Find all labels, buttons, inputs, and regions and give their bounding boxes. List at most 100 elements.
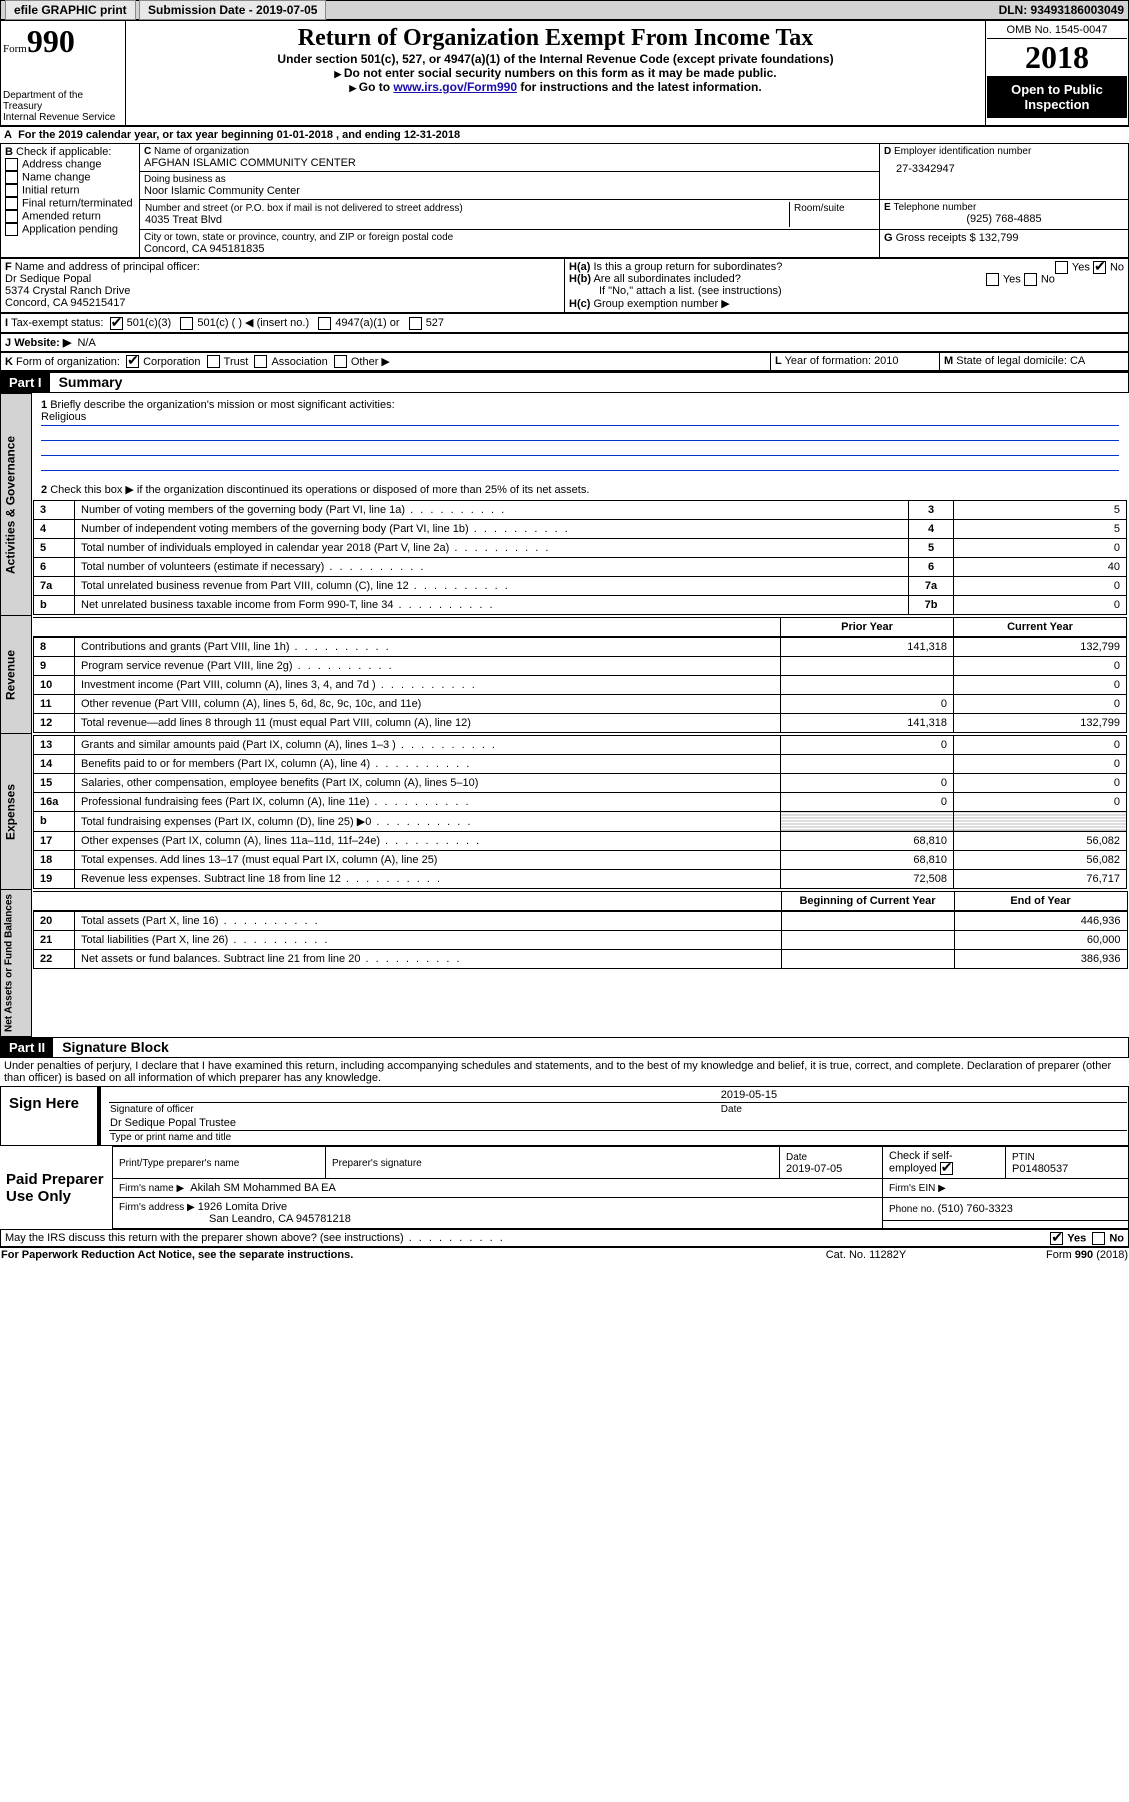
chk-501c3[interactable] [110, 317, 123, 330]
chk-final-return[interactable]: Final return/terminated [5, 197, 135, 210]
i-label: Tax-exempt status: [11, 317, 103, 329]
line-idx: 3 [909, 500, 954, 519]
chk-527[interactable] [409, 317, 422, 330]
chk-initial-return[interactable]: Initial return [5, 184, 135, 197]
gross-receipts: 132,799 [979, 232, 1019, 244]
chk-trust[interactable] [207, 355, 220, 368]
irs-label: Internal Revenue Service [3, 112, 123, 123]
l1-text: Briefly describe the organization's miss… [50, 399, 394, 411]
hb-note: If "No," attach a list. (see instruction… [569, 285, 782, 297]
hb-no[interactable] [1024, 273, 1037, 286]
d-label: Employer identification number [894, 146, 1031, 157]
g-label: Gross receipts $ [896, 232, 976, 244]
line-num: 17 [34, 831, 75, 850]
chk-corp[interactable] [126, 355, 139, 368]
dept-treasury: Department of the Treasury [3, 90, 123, 112]
dba-value: Noor Islamic Community Center [144, 185, 875, 197]
line-text: Grants and similar amounts paid (Part IX… [75, 735, 781, 754]
chk-name-change[interactable]: Name change [5, 171, 135, 184]
m-label: State of legal domicile: [956, 355, 1067, 367]
ein-value: 27-3342947 [884, 157, 1124, 175]
l2-text: Check this box ▶ if the organization dis… [50, 484, 589, 496]
line-text: Number of independent voting members of … [75, 519, 909, 538]
line-num: 15 [34, 773, 75, 792]
name-title-label: Type or print name and title [109, 1131, 1127, 1145]
line-text: Contributions and grants (Part VIII, lin… [75, 637, 781, 656]
line-idx: 6 [909, 557, 954, 576]
prep-date-label: Date [786, 1152, 807, 1163]
hc-text: Group exemption number ▶ [593, 298, 729, 310]
f-label: Name and address of principal officer: [15, 261, 200, 273]
chk-501c[interactable] [180, 317, 193, 330]
e-label: Telephone number [893, 202, 976, 213]
line-num: 8 [34, 637, 75, 656]
line-text: Other revenue (Part VIII, column (A), li… [75, 694, 781, 713]
l-label: Year of formation: [785, 355, 871, 367]
chk-application-pending[interactable]: Application pending [5, 223, 135, 236]
line-num: 4 [34, 519, 75, 538]
goto-pre: Go to [359, 80, 394, 94]
officer-name-title: Dr Sedique Popal Trustee [109, 1116, 1127, 1131]
irs-link[interactable]: www.irs.gov/Form990 [393, 80, 517, 94]
line-text: Other expenses (Part IX, column (A), lin… [75, 831, 781, 850]
line-value: 5 [954, 500, 1127, 519]
part2-badge: Part II [1, 1038, 53, 1057]
sig-date: 2019-05-15 [720, 1088, 1127, 1103]
subtitle-1: Under section 501(c), 527, or 4947(a)(1)… [130, 52, 981, 66]
col-prior: Prior Year [781, 617, 954, 636]
line-num: 10 [34, 675, 75, 694]
line-text: Investment income (Part VIII, column (A)… [75, 675, 781, 694]
line-text: Number of voting members of the governin… [75, 500, 909, 519]
j-label: Website: ▶ [14, 337, 71, 349]
line-text: Total assets (Part X, line 16) [75, 911, 782, 930]
line-text: Benefits paid to or for members (Part IX… [75, 754, 781, 773]
line-idx: 4 [909, 519, 954, 538]
ha-text: Is this a group return for subordinates? [593, 261, 782, 273]
current-value: 0 [954, 656, 1127, 675]
firm-phone: (510) 760-3323 [938, 1203, 1013, 1215]
line-value: 0 [954, 538, 1127, 557]
chk-amended[interactable]: Amended return [5, 210, 135, 223]
chk-assoc[interactable] [254, 355, 267, 368]
line-text: Total unrelated business revenue from Pa… [75, 576, 909, 595]
hb-yes[interactable] [986, 273, 999, 286]
discuss-yes[interactable] [1050, 1232, 1063, 1245]
c-name-label: Name of organization [154, 146, 249, 157]
chk-address-change[interactable]: Address change [5, 158, 135, 171]
chk-self-employed[interactable] [940, 1162, 953, 1175]
efile-print-button[interactable]: efile GRAPHIC print [5, 0, 136, 20]
website-value: N/A [77, 337, 95, 349]
ha-yes[interactable] [1055, 261, 1068, 274]
sig-officer-label: Signature of officer [109, 1103, 720, 1117]
officer-name: Dr Sedique Popal [5, 273, 91, 285]
current-value: 132,799 [954, 713, 1127, 732]
discuss-text: May the IRS discuss this return with the… [5, 1232, 404, 1244]
submission-date-button[interactable]: Submission Date - 2019-07-05 [139, 0, 326, 20]
line-num: 20 [34, 911, 75, 930]
chk-4947[interactable] [318, 317, 331, 330]
col-current: Current Year [954, 617, 1127, 636]
firm-addr1: 1926 Lomita Drive [198, 1201, 287, 1213]
line-text: Net unrelated business taxable income fr… [75, 595, 909, 614]
line-text: Total liabilities (Part X, line 26) [75, 930, 782, 949]
prior-value: 141,318 [781, 713, 954, 732]
dln-label: DLN: 93493186003049 [999, 3, 1124, 17]
current-value: 0 [954, 773, 1127, 792]
discuss-no[interactable] [1092, 1232, 1105, 1245]
line-text: Revenue less expenses. Subtract line 18 … [75, 869, 781, 888]
hb-text: Are all subordinates included? [593, 273, 740, 285]
current-value: 0 [954, 754, 1127, 773]
line-num: 19 [34, 869, 75, 888]
line-num: 13 [34, 735, 75, 754]
current-value: 0 [954, 735, 1127, 754]
prior-value: 68,810 [781, 850, 954, 869]
ha-no[interactable] [1093, 261, 1106, 274]
line-num: 6 [34, 557, 75, 576]
line-num: 16a [34, 792, 75, 811]
line-idx: 7b [909, 595, 954, 614]
line-num: 22 [34, 949, 75, 968]
chk-other[interactable] [334, 355, 347, 368]
side-expenses: Expenses [1, 734, 32, 890]
current-value: 0 [954, 675, 1127, 694]
b-label: Check if applicable: [16, 146, 111, 158]
